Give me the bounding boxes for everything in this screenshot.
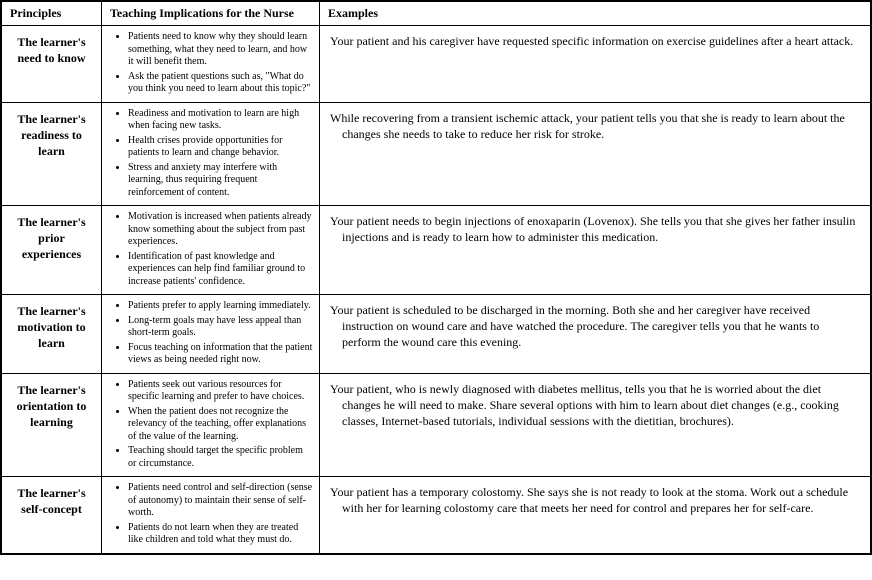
implication-item: Motivation is increased when patients al… [128, 211, 313, 249]
implications-cell: Patients seek out various resources for … [102, 373, 320, 477]
col-header-implications: Teaching Implications for the Nurse [102, 2, 320, 26]
col-header-examples: Examples [320, 2, 871, 26]
implications-list: Patients prefer to apply learning immedi… [106, 300, 313, 367]
implications-cell: Patients need control and self-direction… [102, 477, 320, 554]
table-row: The learner's prior experiences Motivatio… [2, 206, 871, 295]
implication-item: Readiness and motivation to learn are hi… [128, 108, 313, 133]
implications-list: Motivation is increased when patients al… [106, 211, 313, 288]
example-text: Your patient and his caregiver have requ… [330, 33, 860, 49]
principle-cell: The learner's motivation to learn [2, 295, 102, 374]
implications-cell: Motivation is increased when patients al… [102, 206, 320, 295]
table-row: The learner's self-concept Patients need … [2, 477, 871, 554]
example-text: While recovering from a transient ischem… [330, 110, 860, 142]
implication-item: Patients do not learn when they are trea… [128, 522, 313, 547]
implication-item: Teaching should target the specific prob… [128, 445, 313, 470]
implication-item: Patients need control and self-direction… [128, 482, 313, 520]
example-cell: Your patient needs to begin injections o… [320, 206, 871, 295]
principles-table-wrap: Principles Teaching Implications for the… [0, 0, 872, 555]
table-body: The learner's need to know Patients need … [2, 26, 871, 554]
implications-list: Patients seek out various resources for … [106, 379, 313, 471]
table-row: The learner's motivation to learn Patient… [2, 295, 871, 374]
implication-item: Health crises provide opportunities for … [128, 135, 313, 160]
example-text: Your patient has a temporary colostomy. … [330, 484, 860, 516]
implications-cell: Patients prefer to apply learning immedi… [102, 295, 320, 374]
example-cell: Your patient has a temporary colostomy. … [320, 477, 871, 554]
principle-cell: The learner's need to know [2, 26, 102, 103]
example-text: Your patient is scheduled to be discharg… [330, 302, 860, 351]
example-cell: Your patient is scheduled to be discharg… [320, 295, 871, 374]
principle-cell: The learner's self-concept [2, 477, 102, 554]
implication-item: Identification of past knowledge and exp… [128, 251, 313, 289]
example-cell: While recovering from a transient ischem… [320, 102, 871, 206]
table-row: The learner's readiness to learn Readines… [2, 102, 871, 206]
implications-cell: Readiness and motivation to learn are hi… [102, 102, 320, 206]
implication-item: Patients need to know why they should le… [128, 31, 313, 69]
implication-item: Ask the patient questions such as, "What… [128, 71, 313, 96]
implications-list: Patients need to know why they should le… [106, 31, 313, 96]
implication-item: Long-term goals may have less appeal tha… [128, 315, 313, 340]
table-row: The learner's orientation to learning Pat… [2, 373, 871, 477]
example-cell: Your patient and his caregiver have requ… [320, 26, 871, 103]
implication-item: Stress and anxiety may interfere with le… [128, 162, 313, 200]
table-header: Principles Teaching Implications for the… [2, 2, 871, 26]
example-cell: Your patient, who is newly diagnosed wit… [320, 373, 871, 477]
principle-cell: The learner's orientation to learning [2, 373, 102, 477]
implication-item: When the patient does not recognize the … [128, 406, 313, 444]
implications-list: Readiness and motivation to learn are hi… [106, 108, 313, 200]
implication-item: Patients seek out various resources for … [128, 379, 313, 404]
example-text: Your patient needs to begin injections o… [330, 213, 860, 245]
principle-cell: The learner's prior experiences [2, 206, 102, 295]
col-header-principles: Principles [2, 2, 102, 26]
implications-cell: Patients need to know why they should le… [102, 26, 320, 103]
example-text: Your patient, who is newly diagnosed wit… [330, 381, 860, 430]
implication-item: Focus teaching on information that the p… [128, 342, 313, 367]
implications-list: Patients need control and self-direction… [106, 482, 313, 547]
principles-table: Principles Teaching Implications for the… [1, 1, 871, 554]
table-row: The learner's need to know Patients need … [2, 26, 871, 103]
principle-cell: The learner's readiness to learn [2, 102, 102, 206]
implication-item: Patients prefer to apply learning immedi… [128, 300, 313, 313]
